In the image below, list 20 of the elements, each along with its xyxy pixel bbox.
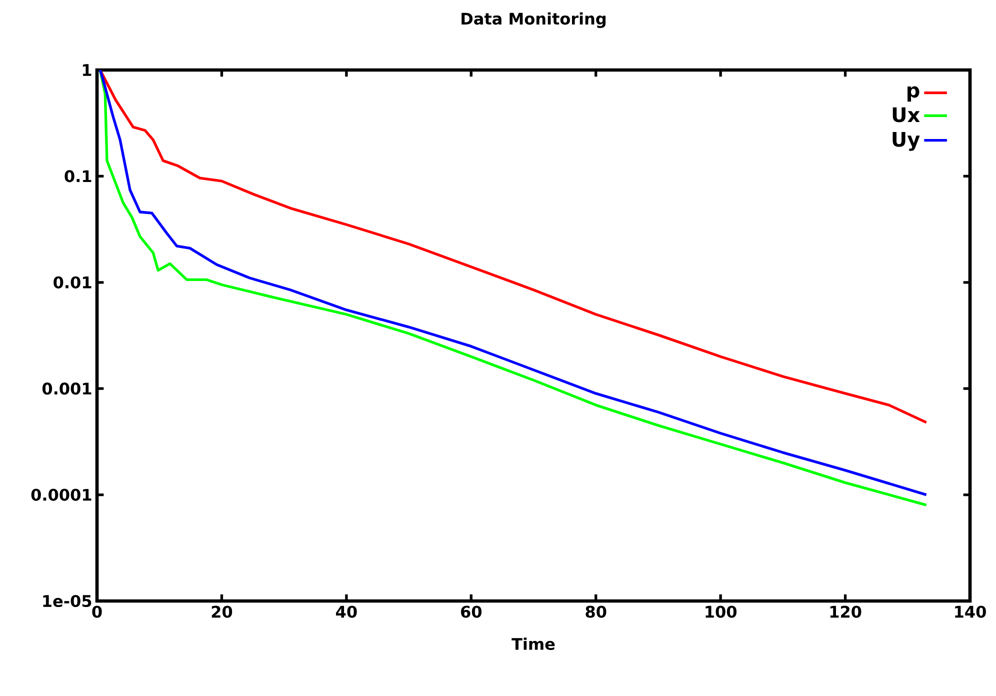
x-tick-label: 120 (830, 606, 862, 618)
x-tick-label: 140 (955, 606, 986, 618)
y-tick-label: 0.01 (54, 276, 92, 288)
legend-label: Ux (892, 107, 920, 122)
x-axis-title: Time (512, 638, 555, 650)
x-tick-label: 0 (92, 606, 102, 618)
x-tick-label: 100 (706, 606, 737, 618)
y-tick-label: 0.0001 (31, 488, 92, 501)
y-tick-label: 1 (82, 64, 92, 76)
chart-title: Data Monitoring (462, 12, 606, 28)
legend-label: p (908, 86, 920, 102)
x-tick-label: 60 (461, 606, 482, 618)
line-series (98, 70, 928, 424)
y-tick-label: 0.001 (42, 382, 92, 395)
y-tick-label: 1e-05 (43, 594, 92, 608)
x-tick-label: 20 (212, 606, 232, 618)
x-tick-label: 40 (336, 606, 357, 618)
legend-label: Uy (892, 132, 920, 151)
y-tick-label: 0.1 (64, 170, 92, 182)
x-tick-label: 80 (586, 606, 606, 618)
